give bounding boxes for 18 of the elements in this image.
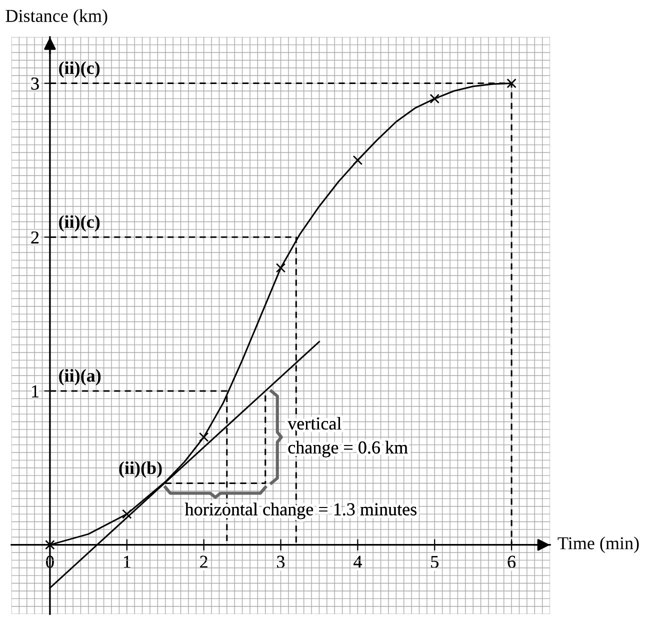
point — [276, 263, 286, 273]
point — [122, 509, 132, 519]
x-axis-title: Time (min) — [558, 536, 639, 554]
point — [198, 432, 209, 442]
y-tick-label: 1 — [32, 385, 38, 398]
annotation: (ii)(c) — [59, 61, 100, 78]
y-tick-label: 3 — [31, 78, 39, 90]
annotation: vertical change = 0.6 km — [288, 416, 408, 458]
annotation: (ii)(c) — [59, 215, 100, 232]
annotation: (ii)(a) — [59, 369, 101, 386]
y-tick-label: 2 — [31, 231, 39, 244]
point — [430, 94, 440, 104]
point — [45, 540, 55, 550]
annotation: horizontal change = 1.3 minutes — [184, 502, 416, 520]
annotation: (ii)(b) — [119, 461, 162, 478]
point — [506, 78, 516, 88]
point — [352, 155, 363, 166]
y-axis-title: Distance (km) — [6, 9, 108, 26]
